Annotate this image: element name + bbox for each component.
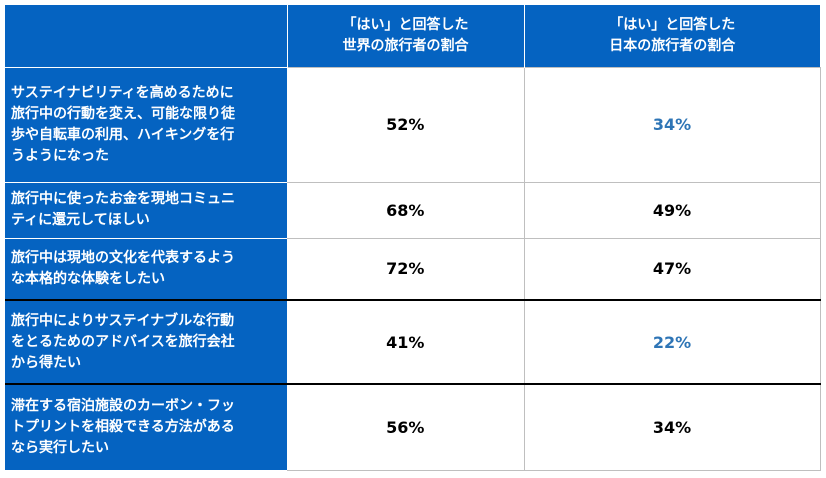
table-row: 旅行中に使ったお金を現地コミュニ ティに還元してほしい 68% 49% — [5, 181, 821, 238]
header-corner-cell — [5, 5, 288, 67]
table-body: サステイナビリティを高めるために 旅行中の行動を変え、可能な限り徒 歩や自転車の利用… — [5, 66, 821, 471]
japan-value-cell: 49% — [524, 181, 821, 238]
question-line: サステイナビリティを高めるために — [11, 84, 234, 101]
question-cell: 旅行中は現地の文化を代表するよう な本格的な体験をしたい — [5, 237, 287, 300]
world-value-cell: 72% — [287, 237, 525, 300]
question-line: な本格的な体験をしたい — [11, 270, 165, 287]
japan-value-cell: 47% — [524, 237, 821, 300]
header-world: 「はい」と回答した 世界の旅行者の割合 — [287, 5, 525, 67]
question-cell: サステイナビリティを高めるために 旅行中の行動を変え、可能な限り徒 歩や自転車の利用… — [5, 66, 287, 182]
question-cell: 旅行中に使ったお金を現地コミュニ ティに還元してほしい — [5, 181, 287, 238]
world-value-cell: 41% — [287, 299, 525, 384]
question-line: 歩や自転車の利用、ハイキングを行 — [11, 126, 235, 143]
question-cell: 旅行中によりサステイナブルな行動 をとるためのアドバイスを旅行会社 から得たい — [5, 299, 287, 384]
header-japan-line1: 「はい」と回答した — [609, 16, 736, 33]
question-line: なら実行したい — [11, 440, 109, 456]
header-japan-line2: 日本の旅行者の割合 — [609, 37, 736, 54]
japan-value-cell: 34% — [524, 66, 821, 182]
question-line: 旅行中に使ったお金を現地コミュニ — [11, 191, 235, 207]
world-value-cell: 68% — [287, 181, 525, 238]
japan-value-cell: 22% — [524, 299, 821, 384]
table-row: 旅行中は現地の文化を代表するよう な本格的な体験をしたい 72% 47% — [5, 237, 821, 300]
question-cell: 滞在する宿泊施設のカーボン・フッ トプリントを相殺できる方法がある なら実行したい — [5, 383, 287, 470]
table-row: サステイナビリティを高めるために 旅行中の行動を変え、可能な限り徒 歩や自転車の利用… — [5, 66, 821, 182]
question-line: うようになった — [11, 147, 109, 164]
header-japan: 「はい」と回答した 日本の旅行者の割合 — [524, 5, 820, 67]
header-world-line1: 「はい」と回答した — [342, 16, 469, 33]
survey-table: 「はい」と回答した 世界の旅行者の割合 「はい」と回答した 日本の旅行者の割合 … — [5, 5, 821, 471]
world-value-cell: 52% — [287, 66, 525, 182]
question-line: 旅行中は現地の文化を代表するよう — [11, 249, 235, 266]
table-row: 滞在する宿泊施設のカーボン・フッ トプリントを相殺できる方法がある なら実行したい 5… — [5, 383, 821, 471]
question-line: 旅行中によりサステイナブルな行動 — [11, 312, 235, 329]
question-line: トプリントを相殺できる方法がある — [11, 419, 235, 435]
question-line: 旅行中の行動を変え、可能な限り徒 — [11, 105, 235, 122]
japan-value-cell: 34% — [524, 383, 821, 471]
question-line: 滞在する宿泊施設のカーボン・フッ — [11, 398, 235, 414]
question-line: ティに還元してほしい — [11, 212, 150, 228]
header-row: 「はい」と回答した 世界の旅行者の割合 「はい」と回答した 日本の旅行者の割合 — [5, 5, 820, 67]
table-row: 旅行中によりサステイナブルな行動 をとるためのアドバイスを旅行会社 から得たい 41%… — [5, 299, 821, 384]
world-value-cell: 56% — [287, 383, 525, 471]
question-line: をとるためのアドバイスを旅行会社 — [11, 333, 235, 350]
question-line: から得たい — [11, 354, 81, 371]
header-world-line2: 世界の旅行者の割合 — [342, 37, 469, 54]
